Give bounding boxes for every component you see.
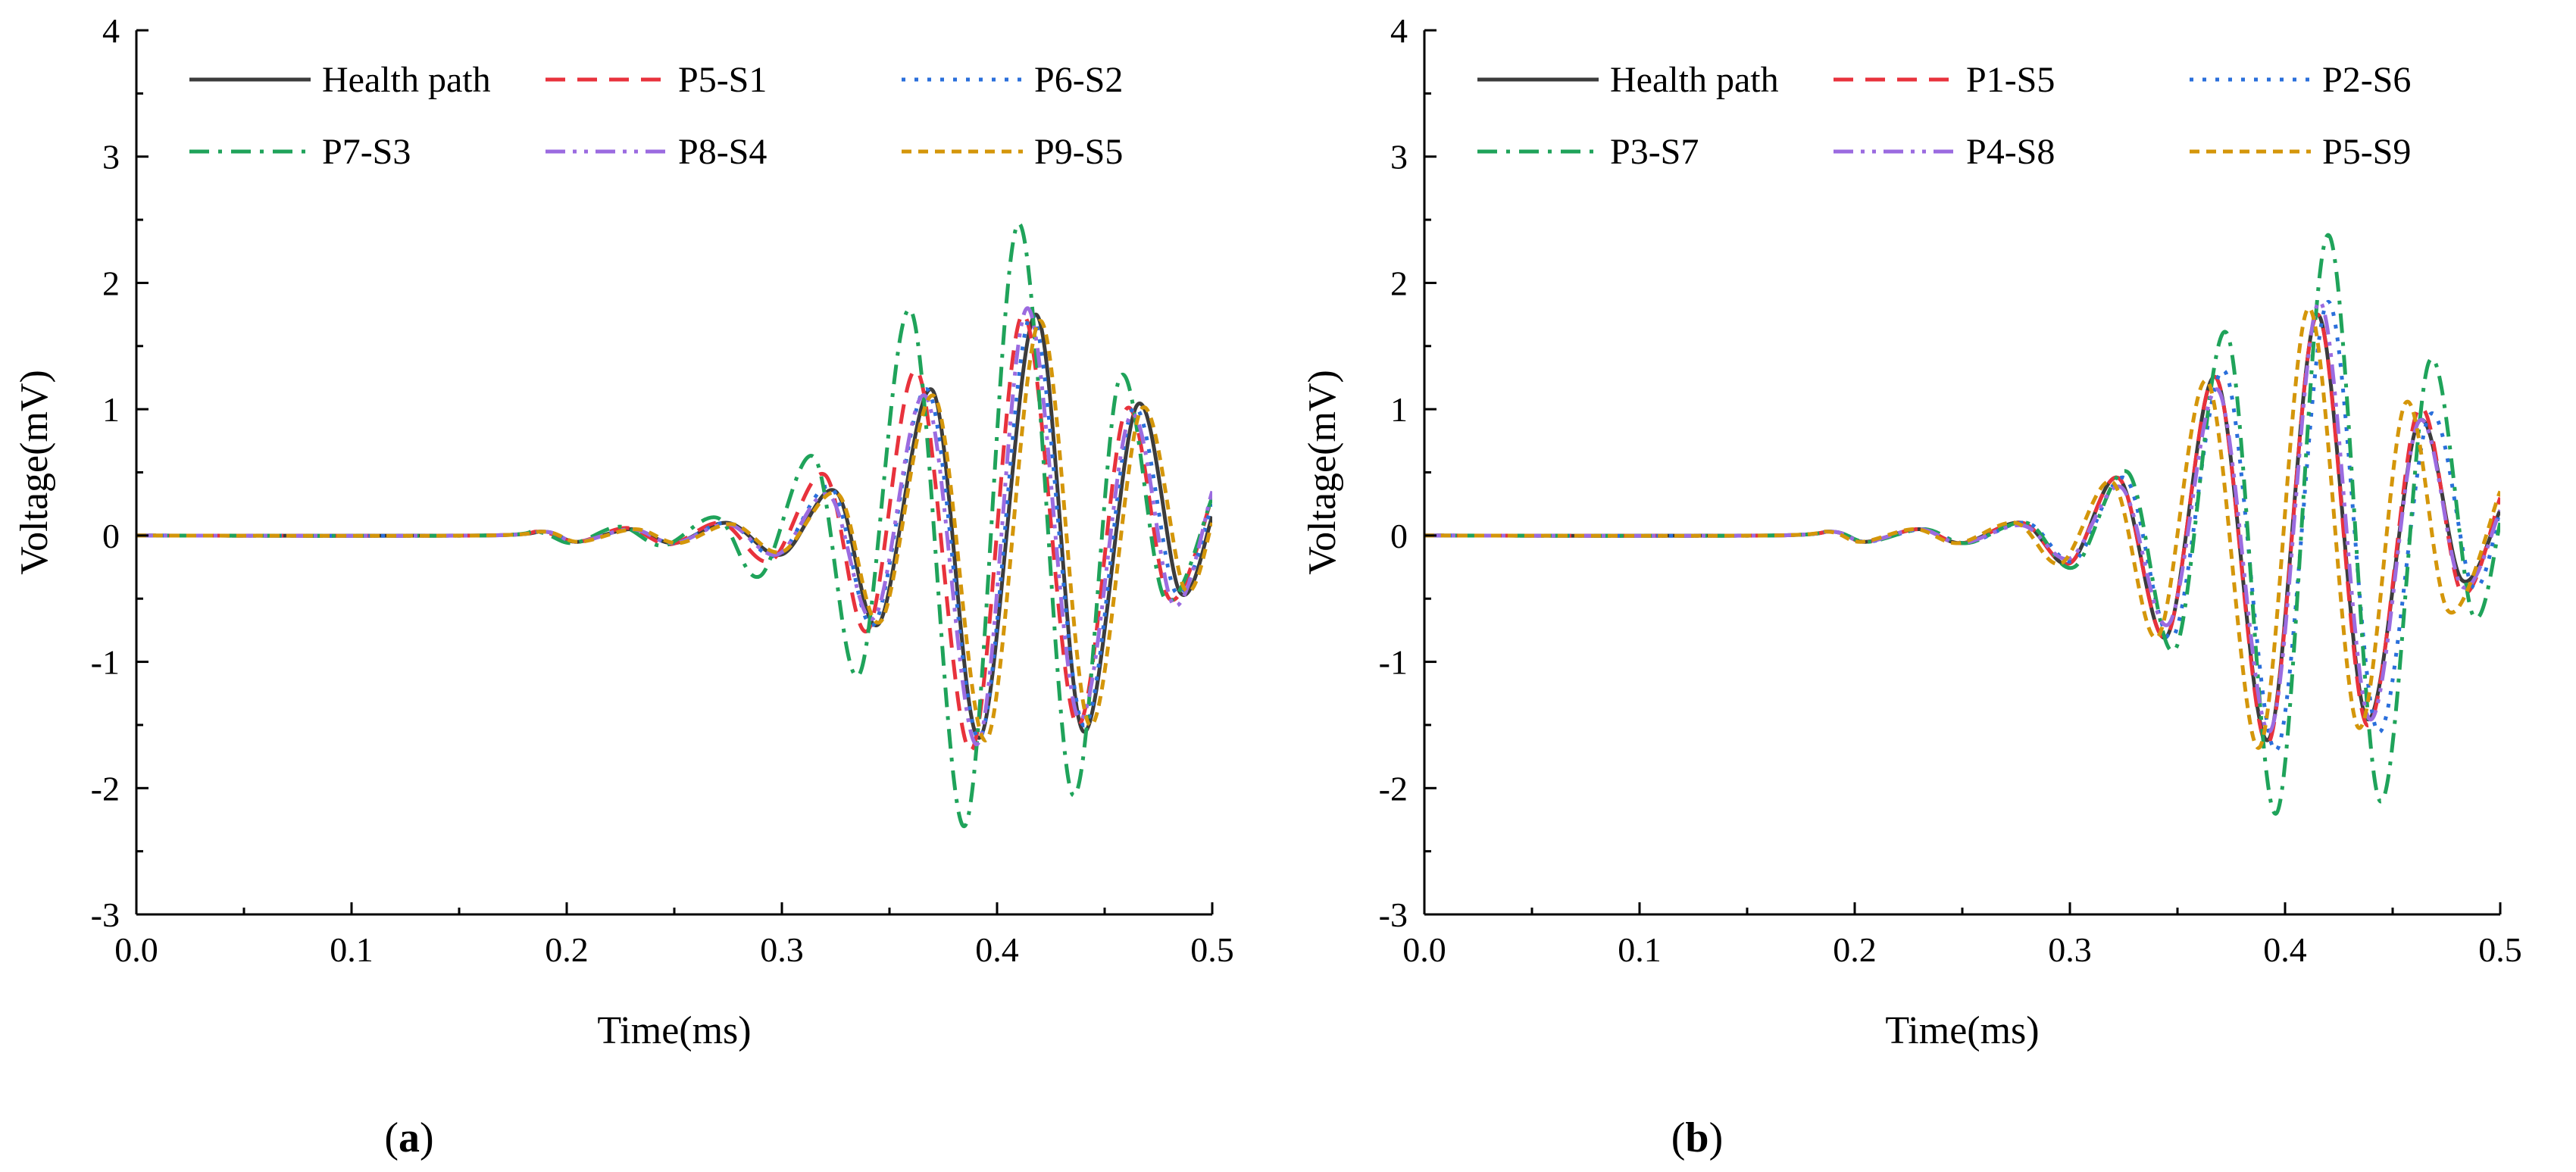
y-tick-label: -3 xyxy=(1379,895,1408,934)
legend-label: Health path xyxy=(1610,60,1779,100)
legend-label: Health path xyxy=(322,60,491,100)
y-tick-label: 0 xyxy=(1390,517,1408,555)
series-line-p7-s3 xyxy=(136,221,1212,828)
series-lines xyxy=(1424,233,2500,816)
x-axis-title: Time(ms) xyxy=(597,1009,751,1052)
y-tick-label: 3 xyxy=(1390,138,1408,177)
legend: Health path P5-S1 P6-S2 P7-S3 P8-S4 P9-S5 xyxy=(189,60,1123,172)
x-tick-label: 0.5 xyxy=(2478,930,2522,969)
series-line-p4-s8 xyxy=(1424,299,2500,733)
series-line-p9-s5 xyxy=(136,318,1212,742)
y-tick-label: 0 xyxy=(102,517,120,555)
x-tick-label: 0.1 xyxy=(1618,930,1662,969)
legend: Health path P1-S5 P2-S6 P3-S7 P4-S8 P5-S9 xyxy=(1477,60,2411,172)
legend-label: P3-S7 xyxy=(1610,132,1699,172)
panel-letter: a xyxy=(399,1114,420,1161)
y-tick-label: 2 xyxy=(102,264,120,302)
x-tick-label: 0.0 xyxy=(1402,930,1446,969)
legend-label: P5-S1 xyxy=(678,60,767,100)
series-line-p5-s1 xyxy=(136,312,1212,752)
x-tick-label: 0.4 xyxy=(975,930,1019,969)
series-lines xyxy=(136,221,1212,828)
x-tick-label: 0.5 xyxy=(1190,930,1234,969)
y-tick-label: 2 xyxy=(1390,264,1408,302)
y-axis-title: Voltage(mV) xyxy=(13,370,56,575)
panel-caption: (b) xyxy=(1671,1114,1723,1161)
x-axis-title: Time(ms) xyxy=(1885,1009,2039,1052)
legend-label: P9-S5 xyxy=(1034,132,1123,172)
y-tick-label: 1 xyxy=(102,390,120,429)
legend-label: P4-S8 xyxy=(1966,132,2055,172)
y-tick-label: -3 xyxy=(91,895,120,934)
series-line-health-path xyxy=(136,312,1212,740)
x-tick-label: 0.1 xyxy=(330,930,374,969)
chart-a-svg: 0.0 0.1 0.2 0.3 0.4 0.5 -3 -2 -1 0 1 2 3 4 Health path… xyxy=(13,11,1234,1161)
legend-label: P6-S2 xyxy=(1034,60,1123,100)
series-line-health-path xyxy=(1424,312,2500,742)
x-tick-label: 0.4 xyxy=(2263,930,2307,969)
y-tick-label: 3 xyxy=(102,138,120,177)
y-tick-label: -1 xyxy=(91,643,120,682)
x-tick-label: 0.3 xyxy=(2048,930,2092,969)
x-tick-label: 0.2 xyxy=(1833,930,1877,969)
chart-panel-b: 0.0 0.1 0.2 0.3 0.4 0.5 -3 -2 -1 0 1 2 3 4 Health path… xyxy=(1288,0,2576,1172)
legend-label: P8-S4 xyxy=(678,132,767,172)
y-tick-label: 4 xyxy=(102,11,120,50)
panel-caption: (a) xyxy=(384,1114,433,1161)
series-line-p3-s7 xyxy=(1424,233,2500,816)
y-axis-title: Voltage(mV) xyxy=(1301,370,1344,575)
y-tick-label: 4 xyxy=(1390,11,1408,50)
series-line-p1-s5 xyxy=(1424,312,2500,746)
legend-label: P2-S6 xyxy=(2322,60,2411,100)
y-tick-label: 1 xyxy=(1390,390,1408,429)
series-line-p2-s6 xyxy=(1424,299,2500,752)
x-tick-label: 0.2 xyxy=(545,930,589,969)
legend-label: P7-S3 xyxy=(322,132,411,172)
series-line-p5-s9 xyxy=(1424,306,2500,750)
legend-label: P1-S5 xyxy=(1966,60,2055,100)
y-tick-label: -1 xyxy=(1379,643,1408,682)
chart-b-svg: 0.0 0.1 0.2 0.3 0.4 0.5 -3 -2 -1 0 1 2 3 4 Health path… xyxy=(1301,11,2522,1161)
panel-letter: b xyxy=(1685,1114,1708,1161)
y-tick-label: -2 xyxy=(91,769,120,808)
chart-panel-a: 0.0 0.1 0.2 0.3 0.4 0.5 -3 -2 -1 0 1 2 3 4 Health path… xyxy=(13,11,1234,1161)
x-tick-label: 0.3 xyxy=(760,930,804,969)
y-tick-label: -2 xyxy=(1379,769,1408,808)
x-tick-label: 0.0 xyxy=(114,930,158,969)
legend-label: P5-S9 xyxy=(2322,132,2411,172)
